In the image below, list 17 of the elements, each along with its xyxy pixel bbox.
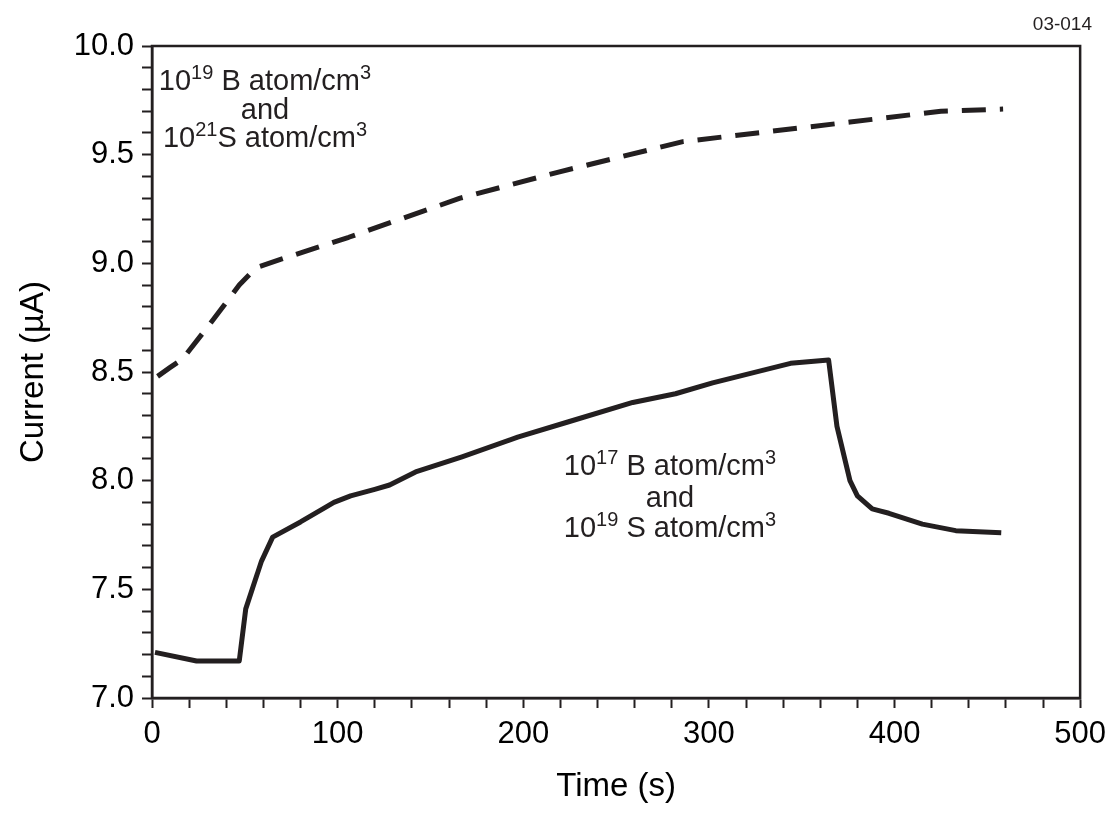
y-tick-label: 7.0: [90, 678, 134, 714]
annotation: 10$^{17}$ B atom/cm$^{3}$: [563, 445, 777, 481]
x-tick-label: 100: [311, 715, 364, 751]
x-tick-label: 400: [868, 715, 921, 751]
x-tick-label: 500: [1054, 715, 1107, 751]
x-tick-label: 0: [143, 715, 161, 751]
x-axis-title: Time (s): [556, 766, 676, 804]
text: 03-014: [1032, 13, 1092, 34]
y-axis-title: Current (µA): [12, 280, 50, 464]
y-tick-label: 7.5: [90, 569, 134, 605]
y-tick-label: 10.0: [73, 26, 134, 62]
y-tick-label: 8.0: [90, 461, 134, 497]
x-tick-label: 200: [497, 715, 550, 751]
y-tick-label: 9.0: [90, 243, 134, 279]
x-tick-label: 300: [683, 715, 735, 751]
y-tick-label: 9.5: [90, 135, 134, 171]
y-tick-label: 8.5: [90, 352, 134, 388]
